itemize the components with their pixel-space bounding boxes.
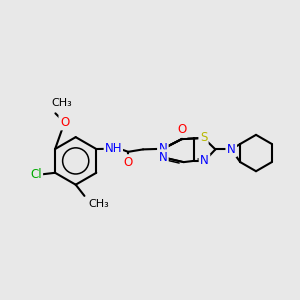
Text: Cl: Cl	[30, 168, 42, 181]
Text: N: N	[227, 143, 236, 156]
Text: O: O	[124, 156, 133, 169]
Text: CH₃: CH₃	[52, 98, 72, 109]
Text: CH₃: CH₃	[88, 200, 109, 209]
Text: N: N	[200, 154, 209, 167]
Text: NH: NH	[105, 142, 122, 155]
Text: O: O	[60, 116, 69, 129]
Text: methoxy: methoxy	[48, 109, 54, 110]
Text: O: O	[177, 124, 186, 136]
Text: N: N	[158, 151, 167, 164]
Text: N: N	[158, 142, 167, 155]
Text: S: S	[200, 131, 207, 144]
